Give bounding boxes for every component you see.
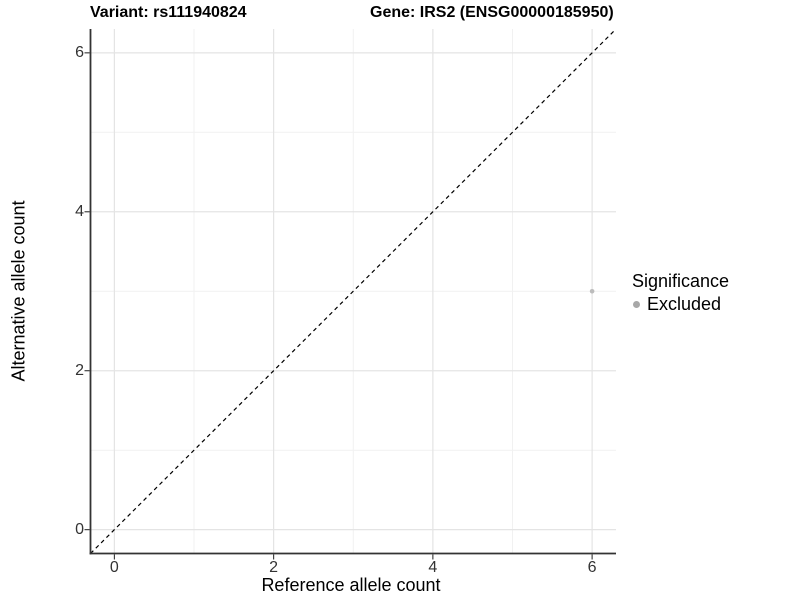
legend-title: Significance	[632, 271, 730, 291]
legend-entry-label: Excluded	[647, 294, 722, 314]
plot-title-gene: Gene: IRS2 (ENSG00000185950)	[370, 4, 614, 21]
y-tick-label: 0	[75, 520, 84, 538]
identity-reference-line	[90, 28, 617, 554]
x-tick-label: 2	[269, 559, 279, 576]
legend: Significance Excluded	[632, 271, 729, 314]
x-tick-label: 6	[587, 559, 597, 576]
plot-title-variant: Variant: rs111940824	[90, 4, 247, 21]
x-tick-label: 4	[428, 559, 438, 576]
legend-entry-excluded: Excluded	[633, 294, 729, 314]
x-axis-title: Reference allele count	[261, 575, 441, 595]
legend-point-icon	[633, 300, 640, 308]
data-point	[589, 288, 595, 294]
y-axis-title: Alternative allele count	[8, 200, 29, 382]
y-tick-label: 2	[75, 361, 84, 379]
y-tick-label: 6	[75, 43, 84, 61]
x-tick-label: 0	[109, 559, 119, 576]
y-tick-label: 4	[75, 202, 84, 220]
